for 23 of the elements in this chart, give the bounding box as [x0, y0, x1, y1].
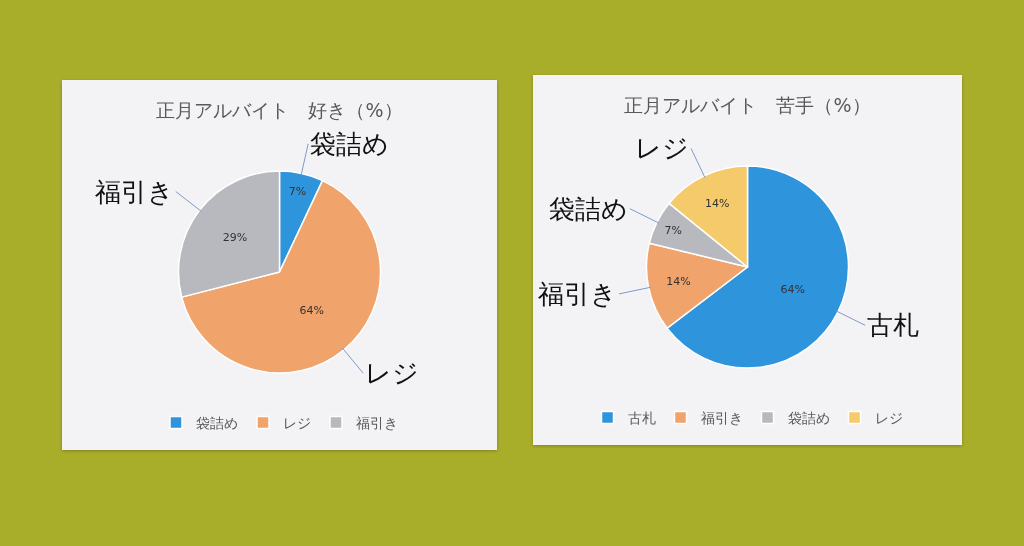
slice-label: レジ — [635, 133, 689, 163]
chart-title: 正月アルバイト 苦手（%） — [624, 93, 871, 116]
slice-label: 福引き — [538, 279, 617, 309]
data-label: 14% — [704, 196, 730, 210]
slice-label: 袋詰め — [310, 129, 389, 159]
data-label: 7% — [288, 184, 307, 198]
legend-label: 福引き — [700, 409, 743, 426]
legend-label: レジ — [283, 414, 311, 431]
legend-label: 袋詰め — [196, 414, 238, 431]
data-label: 29% — [222, 230, 248, 244]
slice-label: 古札 — [867, 310, 919, 340]
chart-title: 正月アルバイト 好き（%） — [156, 98, 403, 121]
legend-label: レジ — [874, 409, 903, 426]
data-label: 64% — [299, 304, 324, 318]
legend-label: 古札 — [627, 409, 656, 426]
slice-label: 袋詰め — [549, 194, 628, 224]
slice-label: レジ — [365, 358, 419, 388]
data-label: 7% — [664, 223, 683, 237]
legend-label: 福引き — [356, 414, 398, 431]
data-label: 14% — [666, 274, 691, 288]
slice-label: 福引き — [95, 177, 174, 207]
legend-label: 袋詰め — [787, 409, 830, 426]
data-label: 64% — [780, 282, 805, 296]
